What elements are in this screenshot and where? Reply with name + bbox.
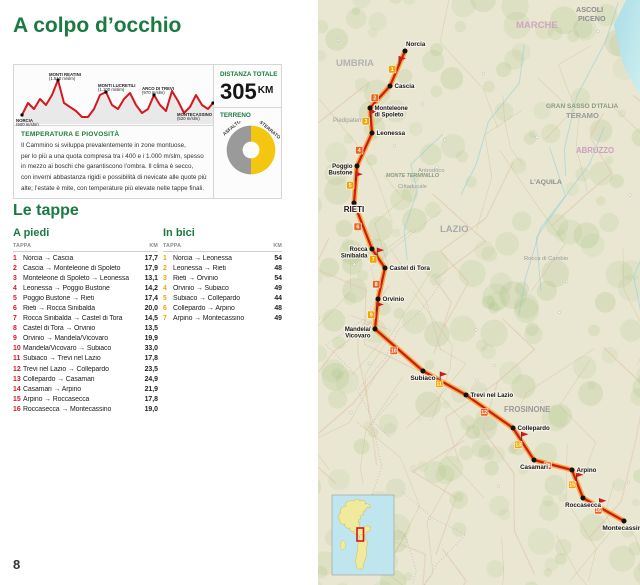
svg-text:Leonessa: Leonessa xyxy=(377,130,406,137)
svg-text:5: 5 xyxy=(349,183,352,189)
svg-text:8: 8 xyxy=(375,282,378,288)
svg-text:Roccasecca: Roccasecca xyxy=(565,502,601,509)
svg-text:Norcia: Norcia xyxy=(406,41,426,48)
svg-text:(1.100 m/slm): (1.100 m/slm) xyxy=(98,87,125,92)
svg-text:Subiaco: Subiaco xyxy=(410,375,435,382)
svg-text:Rocca di Cambio: Rocca di Cambio xyxy=(524,256,568,262)
svg-text:Cittaducale: Cittaducale xyxy=(398,184,427,190)
svg-text:16: 16 xyxy=(595,508,601,514)
svg-text:FROSINONE: FROSINONE xyxy=(504,405,550,414)
svg-text:MARCHE: MARCHE xyxy=(516,20,558,31)
svg-text:Trevi nel Lazio: Trevi nel Lazio xyxy=(471,392,514,399)
svg-text:Castel di Tora: Castel di Tora xyxy=(390,265,431,272)
svg-text:Orvinio: Orvinio xyxy=(383,296,405,303)
svg-text:Collepardo: Collepardo xyxy=(518,425,551,432)
svg-text:9: 9 xyxy=(370,313,373,319)
svg-text:UMBRIA: UMBRIA xyxy=(336,58,374,69)
svg-text:11: 11 xyxy=(436,382,442,388)
svg-text:13: 13 xyxy=(515,443,521,449)
svg-text:6: 6 xyxy=(356,225,359,231)
svg-text:L'AQUILA: L'AQUILA xyxy=(530,179,562,186)
svg-text:4: 4 xyxy=(358,148,361,154)
svg-text:RIETI: RIETI xyxy=(344,205,364,214)
svg-text:2: 2 xyxy=(373,96,376,102)
svg-text:1: 1 xyxy=(391,67,394,73)
svg-text:12: 12 xyxy=(481,410,487,416)
svg-text:Mandela/Vicovaro: Mandela/Vicovaro xyxy=(345,327,371,340)
svg-text:10: 10 xyxy=(391,349,397,355)
svg-text:Arpino: Arpino xyxy=(577,467,597,474)
svg-text:ABRUZZO: ABRUZZO xyxy=(576,146,614,155)
svg-text:Montecassino: Montecassino xyxy=(602,525,640,532)
svg-text:PICENO: PICENO xyxy=(578,14,606,23)
svg-text:LAZIO: LAZIO xyxy=(440,224,469,235)
svg-text:(970 m/slm): (970 m/slm) xyxy=(142,90,165,95)
svg-text:Casamari: Casamari xyxy=(520,464,548,471)
svg-text:(1.510 m/slm): (1.510 m/slm) xyxy=(49,76,76,81)
svg-text:15: 15 xyxy=(569,483,575,489)
svg-text:7: 7 xyxy=(372,257,375,263)
svg-text:PoggioBustone: Poggio Bustone xyxy=(329,164,354,177)
svg-text:ASCOLI: ASCOLI xyxy=(576,5,603,14)
svg-text:TERAMO: TERAMO xyxy=(566,111,599,120)
svg-text:(520 m/slm): (520 m/slm) xyxy=(177,116,200,121)
svg-text:Monteleonedi Spoleto: Monteleone di Spoleto xyxy=(375,106,409,119)
svg-text:Cascia: Cascia xyxy=(395,83,416,90)
svg-text:3: 3 xyxy=(364,119,367,125)
svg-text:GRAN SASSO D'ITALIA: GRAN SASSO D'ITALIA xyxy=(546,103,619,110)
svg-text:Antrodoco: Antrodoco xyxy=(418,168,444,174)
